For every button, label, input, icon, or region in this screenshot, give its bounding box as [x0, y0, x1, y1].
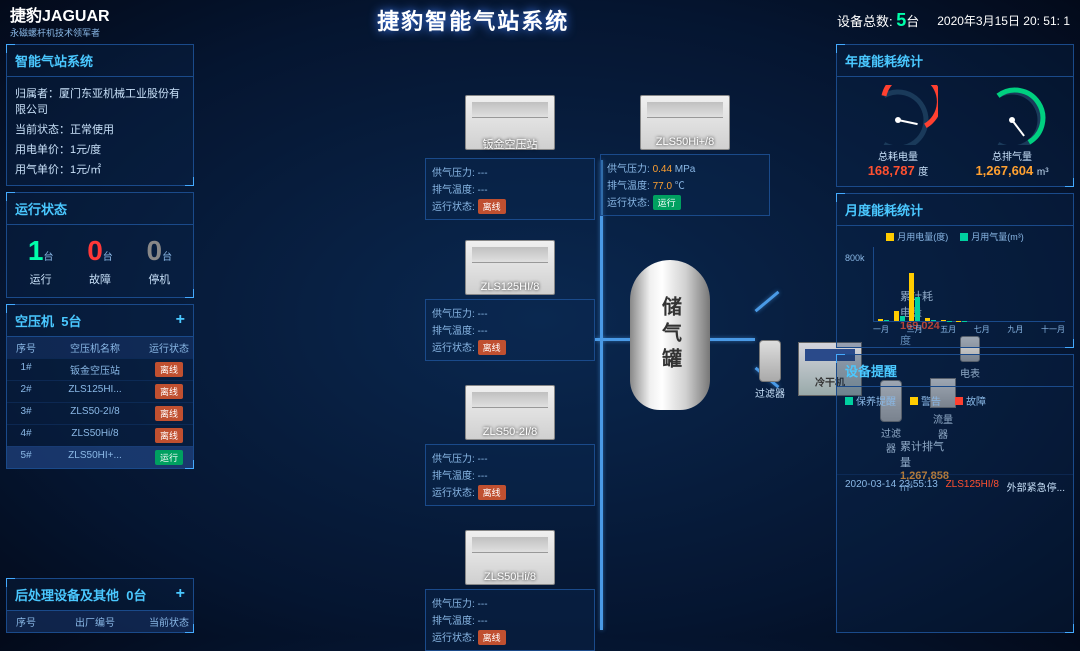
- run-stat: 0台停机: [147, 235, 173, 287]
- compressor-table-panel: 空压机 5台 + 序号空压机名称运行状态1#钣金空压站离线2#ZLS125HI.…: [6, 304, 194, 469]
- compressor-node[interactable]: ZLS50Hi+/8供气压力: 0.44 MPa排气温度: 77.0 ℃运行状态…: [600, 95, 770, 216]
- add-compressor-button[interactable]: +: [176, 311, 185, 329]
- compressor-table-title: 空压机 5台 +: [7, 305, 193, 337]
- device-total-label: 设备总数:: [837, 14, 893, 29]
- table-row[interactable]: 1#钣金空压站离线: [7, 358, 193, 380]
- bar-group: [925, 318, 936, 321]
- info-row: 用气单价：1元/㎡: [15, 159, 185, 179]
- gauge: 总耗电量168,787 度: [858, 85, 938, 178]
- gauge: 总排气量1,267,604 m³: [972, 85, 1052, 178]
- x-label: 五月: [940, 324, 956, 335]
- info-row: 归属者：厦门东亚机械工业股份有限公司: [15, 83, 185, 119]
- table-header: 序号出厂编号当前状态: [7, 611, 193, 632]
- device-total-unit: 台: [906, 14, 919, 29]
- annual-energy-title: 年度能耗统计: [837, 45, 1073, 77]
- monthly-energy-panel: 月度能耗统计 月用电量(度)月用气量(m³) 800k 一月三月五月七月九月十一…: [836, 193, 1074, 348]
- legend-item: 月用电量(度): [886, 230, 948, 243]
- alerts-title: 设备提醒: [837, 355, 1073, 387]
- monthly-chart: 800k 一月三月五月七月九月十一月: [837, 247, 1073, 347]
- alert-row[interactable]: 2020-03-14 23:55:13ZLS125HI/8外部紧急停...: [837, 474, 1073, 498]
- alert-legend-item: 故障: [955, 393, 986, 408]
- table-row[interactable]: 2#ZLS125HI...离线: [7, 380, 193, 402]
- post-equip-panel: 后处理设备及其他 0台 + 序号出厂编号当前状态: [6, 578, 194, 633]
- diagram-area: 储气罐 过滤器 冷干机 过滤器 流量器 电表 累计耗电量 169.024 度 累…: [200, 40, 830, 637]
- device-total: 设备总数: 5台: [837, 10, 919, 31]
- alert-legend-item: 警告: [910, 393, 941, 408]
- pipe: [755, 291, 780, 313]
- run-status-panel: 运行状态 1台运行 0台故障 0台停机: [6, 192, 194, 298]
- info-row: 当前状态：正常使用: [15, 119, 185, 139]
- annual-energy-panel: 年度能耗统计 总耗电量168,787 度总排气量1,267,604 m³: [836, 44, 1074, 187]
- x-label: 三月: [907, 324, 923, 335]
- pipe: [600, 160, 603, 630]
- x-label: 七月: [974, 324, 990, 335]
- table-row[interactable]: 3#ZLS50-2I/8离线: [7, 402, 193, 424]
- device-total-value: 5: [896, 10, 906, 30]
- left-column: 智能气站系统 归属者：厦门东亚机械工业股份有限公司当前状态：正常使用用电单价：1…: [0, 40, 200, 637]
- tank-label: 储气罐: [656, 296, 685, 374]
- logo: 捷豹JAGUAR 永磁螺杆机技术领军者: [10, 2, 110, 39]
- compressor-node[interactable]: ZLS50Hi/8供气压力: ---排气温度: ---运行状态: 离线: [425, 530, 595, 651]
- filter-1[interactable]: 过滤器: [755, 340, 785, 400]
- compressor-node[interactable]: ZLS125HI/8供气压力: ---排气温度: ---运行状态: 离线: [425, 240, 595, 361]
- logo-main: 捷豹JAGUAR: [10, 2, 110, 26]
- post-equip-title: 后处理设备及其他 0台 +: [7, 579, 193, 611]
- run-stat: 0台故障: [87, 235, 113, 287]
- header: 捷豹JAGUAR 永磁螺杆机技术领军者 捷豹智能气站系统 设备总数: 5台 20…: [0, 0, 1080, 40]
- x-label: 十一月: [1041, 324, 1065, 335]
- alert-legend-item: 保养提醒: [845, 393, 896, 408]
- bar-group: [909, 273, 920, 321]
- page-title: 捷豹智能气站系统: [110, 4, 837, 36]
- timestamp: 2020年3月15日 20: 51: 1: [937, 12, 1070, 29]
- table-row[interactable]: 5#ZLS50HI+...运行: [7, 446, 193, 468]
- logo-sub: 永磁螺杆机技术领军者: [10, 26, 110, 39]
- storage-tank[interactable]: 储气罐: [625, 260, 715, 430]
- add-post-equip-button[interactable]: +: [176, 585, 185, 603]
- compressor-node[interactable]: 钣金空压站供气压力: ---排气温度: ---运行状态: 离线: [425, 95, 595, 220]
- info-row: 用电单价：1元/度: [15, 139, 185, 159]
- system-info-title: 智能气站系统: [7, 45, 193, 77]
- bar-group: [941, 320, 952, 321]
- run-stat: 1台运行: [28, 235, 54, 287]
- right-column: 年度能耗统计 总耗电量168,787 度总排气量1,267,604 m³ 月度能…: [830, 40, 1080, 637]
- x-label: 一月: [873, 324, 889, 335]
- compressor-node[interactable]: ZLS50-2I/8供气压力: ---排气温度: ---运行状态: 离线: [425, 385, 595, 506]
- alerts-panel: 设备提醒 保养提醒警告故障 2020-03-14 23:55:13ZLS125H…: [836, 354, 1074, 633]
- table-header: 序号空压机名称运行状态: [7, 337, 193, 358]
- system-info-panel: 智能气站系统 归属者：厦门东亚机械工业股份有限公司当前状态：正常使用用电单价：1…: [6, 44, 194, 186]
- run-status-title: 运行状态: [7, 193, 193, 225]
- x-label: 九月: [1007, 324, 1023, 335]
- monthly-energy-title: 月度能耗统计: [837, 194, 1073, 226]
- bar-group: [878, 319, 889, 321]
- legend-item: 月用气量(m³): [960, 230, 1024, 243]
- table-row[interactable]: 4#ZLS50Hi/8离线: [7, 424, 193, 446]
- bar-group: [894, 311, 905, 322]
